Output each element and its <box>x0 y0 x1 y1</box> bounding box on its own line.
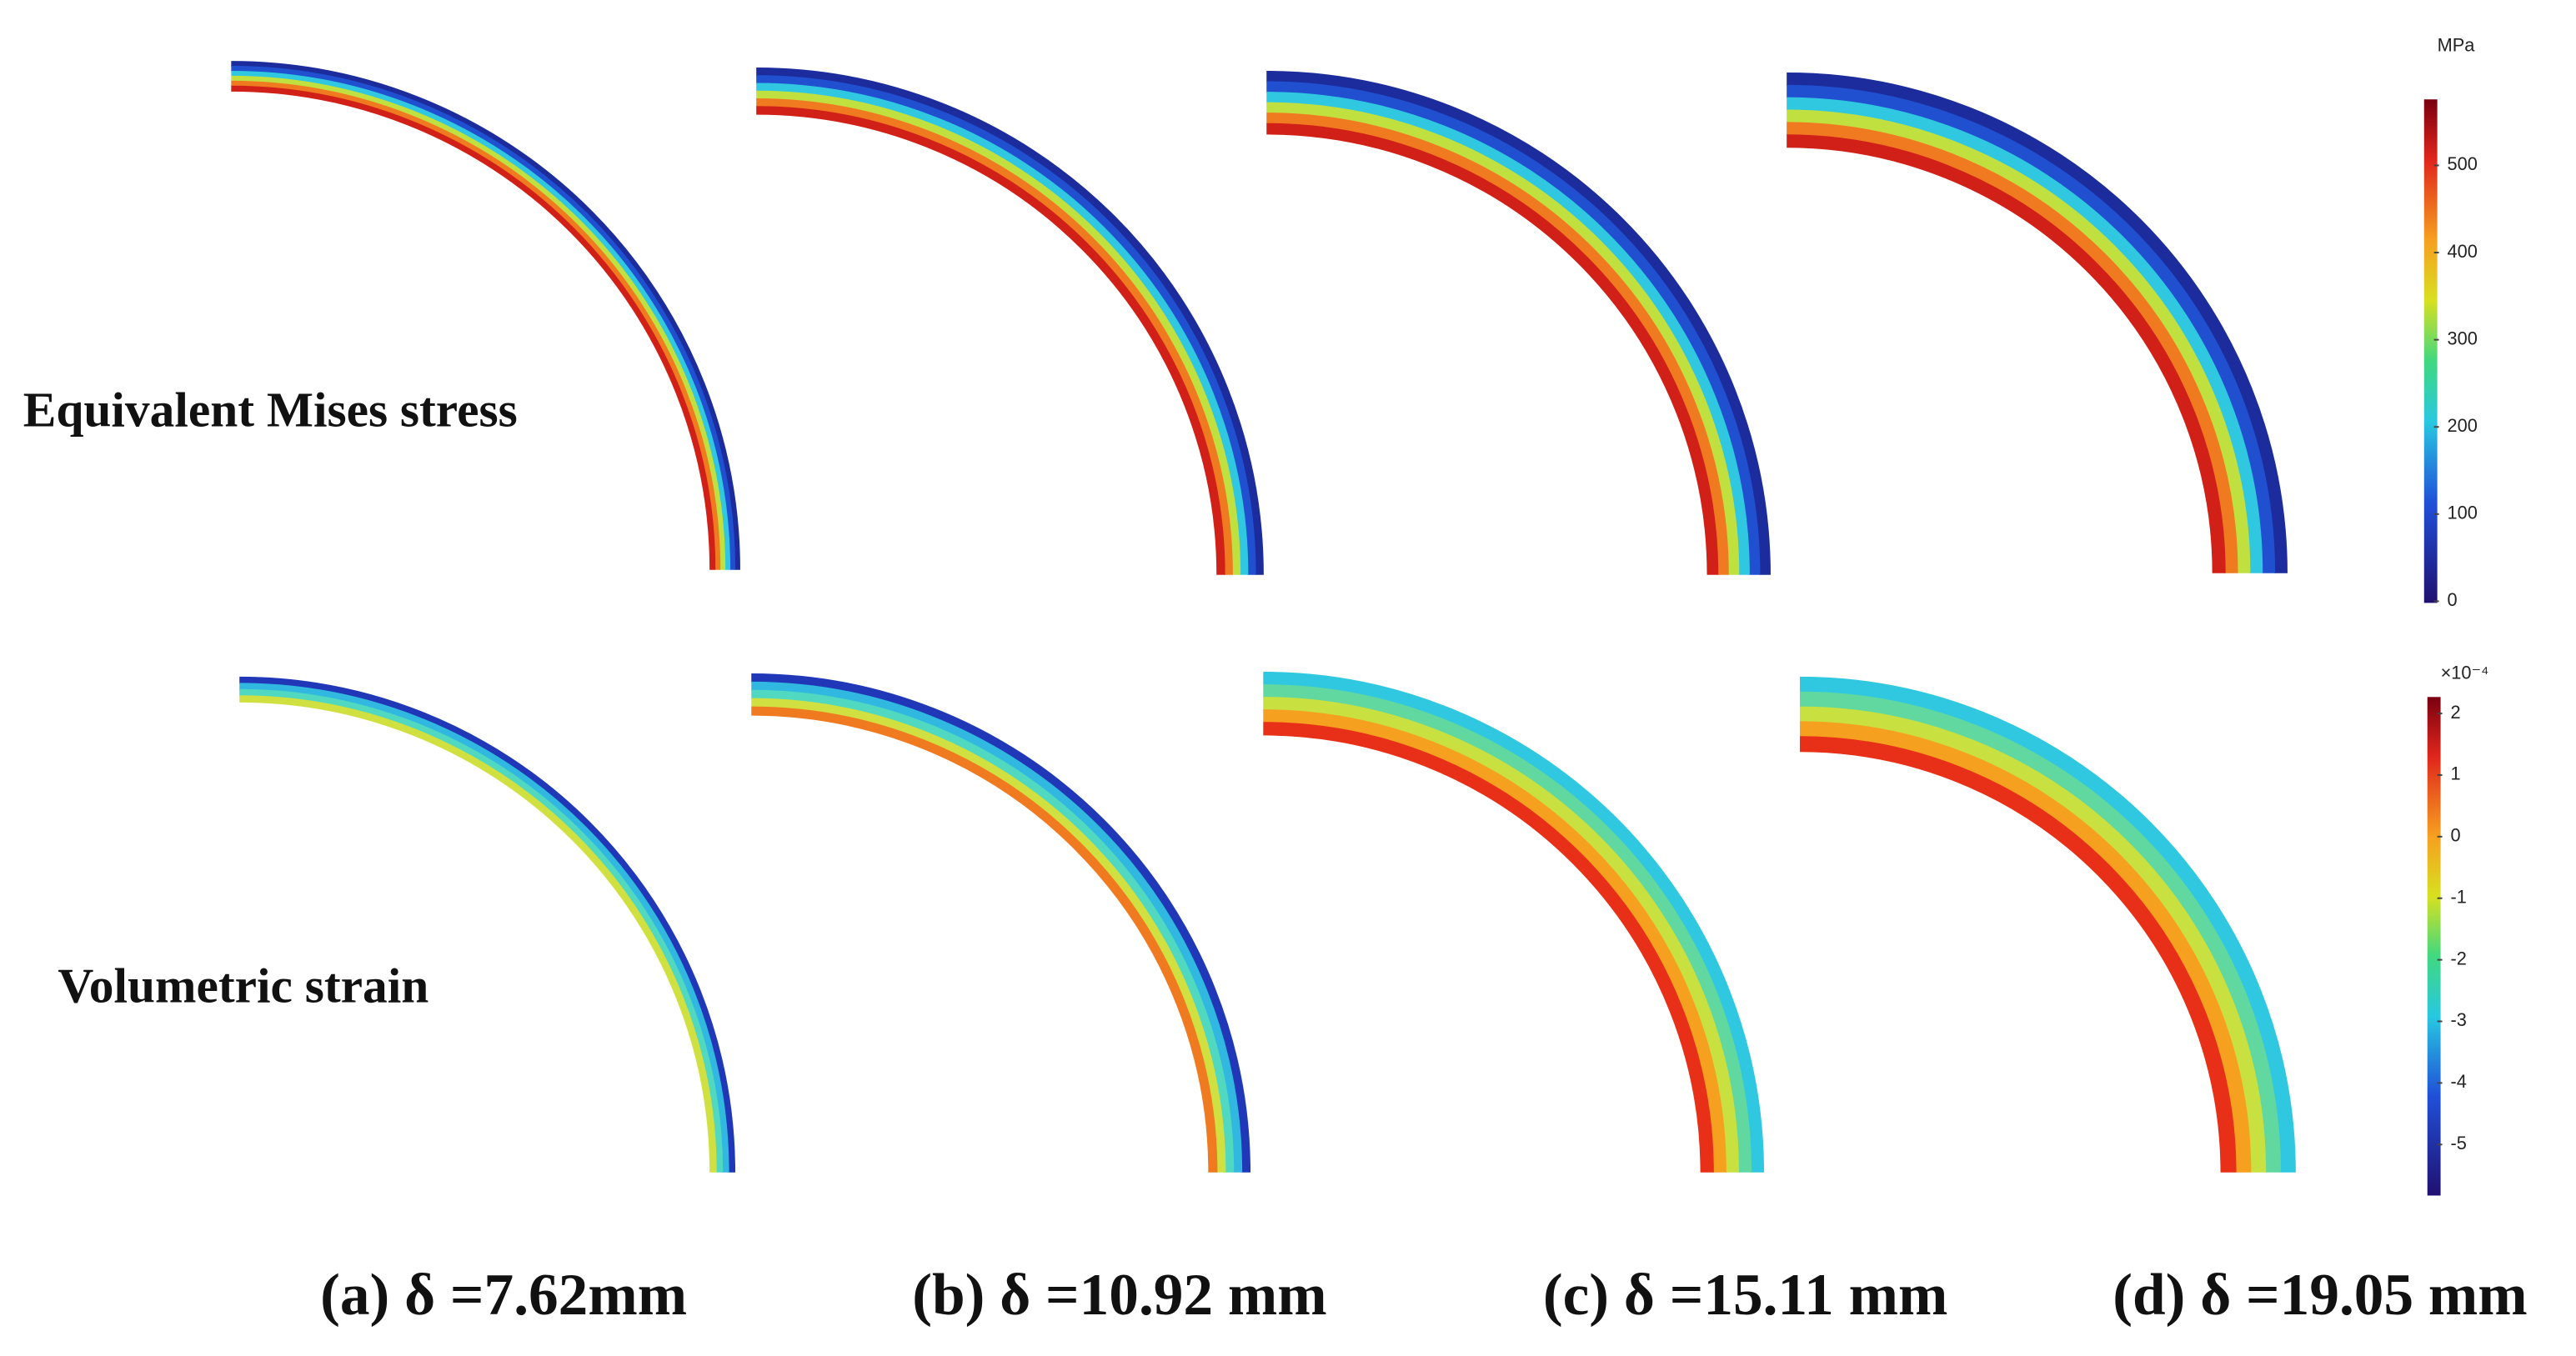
colorbar-tick-label: 500 <box>2448 153 2478 174</box>
ring-band <box>751 706 1218 1173</box>
ring-band <box>239 695 717 1173</box>
ring-band <box>756 106 1225 575</box>
ring-band <box>1266 102 1740 575</box>
ring-band <box>1263 709 1727 1173</box>
ring-band <box>1266 81 1761 575</box>
ring-band <box>231 85 716 570</box>
contour-plots <box>231 61 2296 1173</box>
ring-band <box>1787 97 2263 573</box>
ring-band <box>1266 113 1729 575</box>
ring-band <box>1263 697 1739 1173</box>
ring-band <box>751 689 1235 1173</box>
colorbar-tick-label: 1 <box>2450 763 2460 784</box>
ring-band <box>1263 722 1714 1173</box>
caption: (b) δ =10.92 mm <box>912 1262 1326 1328</box>
colorbar-tick-label: 400 <box>2448 241 2478 262</box>
ring-band <box>1800 706 2267 1173</box>
ring-band <box>1266 92 1750 575</box>
ring-band <box>756 90 1241 575</box>
ring-band <box>231 61 740 570</box>
caption: (c) δ =15.11 mm <box>1543 1262 1948 1328</box>
ring-band <box>1263 671 1765 1173</box>
ring-band <box>756 68 1264 575</box>
ring-band <box>1800 736 2237 1173</box>
ring-band <box>231 70 731 570</box>
row-label: Volumetric strain <box>58 958 428 1013</box>
ring-band <box>1263 684 1752 1173</box>
colorbar-unit: MPa <box>2438 35 2476 56</box>
caption: (a) δ =7.62mm <box>320 1262 687 1328</box>
colorbar-tick-label: 200 <box>2448 415 2478 436</box>
ring-band <box>1787 122 2238 573</box>
ring-band <box>1266 70 1771 575</box>
row-label: Equivalent Mises stress <box>23 382 518 437</box>
ring-band <box>231 80 721 570</box>
ring-band <box>239 683 729 1173</box>
colorbar <box>2427 697 2441 1196</box>
colorbar-tick-label: -2 <box>2450 948 2466 968</box>
ring-band <box>1800 691 2282 1173</box>
colorbar-unit: ×10⁻⁴ <box>2441 662 2489 683</box>
ring-band <box>751 681 1243 1173</box>
ring-band <box>751 698 1226 1173</box>
colorbar-tick-label: -4 <box>2450 1071 2466 1092</box>
ring-band <box>756 83 1249 575</box>
ring-band <box>1787 84 2276 573</box>
ring-band <box>239 688 724 1173</box>
ring-band <box>1787 134 2226 573</box>
colorbar-tick-label: 0 <box>2450 825 2460 846</box>
ring-band <box>1800 721 2252 1173</box>
ring-band <box>756 75 1256 575</box>
colorbar-tick-label: 0 <box>2448 589 2458 610</box>
colorbar-tick-label: 300 <box>2448 328 2478 348</box>
ring-band <box>231 75 726 570</box>
colorbar-tick-label: -3 <box>2450 1009 2466 1030</box>
caption: (d) δ =19.05 mm <box>2112 1262 2527 1328</box>
ring-band <box>231 66 736 570</box>
ring-band <box>239 676 736 1173</box>
colorbar-tick-label: -5 <box>2450 1133 2466 1153</box>
colorbar-tick-label: 2 <box>2450 702 2460 723</box>
colorbar-tick-label: -1 <box>2450 886 2466 907</box>
ring-band <box>1266 123 1719 575</box>
ring-band <box>751 673 1251 1173</box>
colorbar-ticks: 500 400 300 200 100 0 2 1 0 -1 -2 -3 -4 -5 <box>2433 153 2478 1153</box>
colorbar <box>2423 99 2438 603</box>
ring-band <box>756 98 1233 575</box>
ring-band <box>1787 72 2288 573</box>
ring-band <box>1800 676 2296 1173</box>
ring-band <box>1787 109 2251 573</box>
colorbar-tick-label: 100 <box>2448 503 2478 523</box>
